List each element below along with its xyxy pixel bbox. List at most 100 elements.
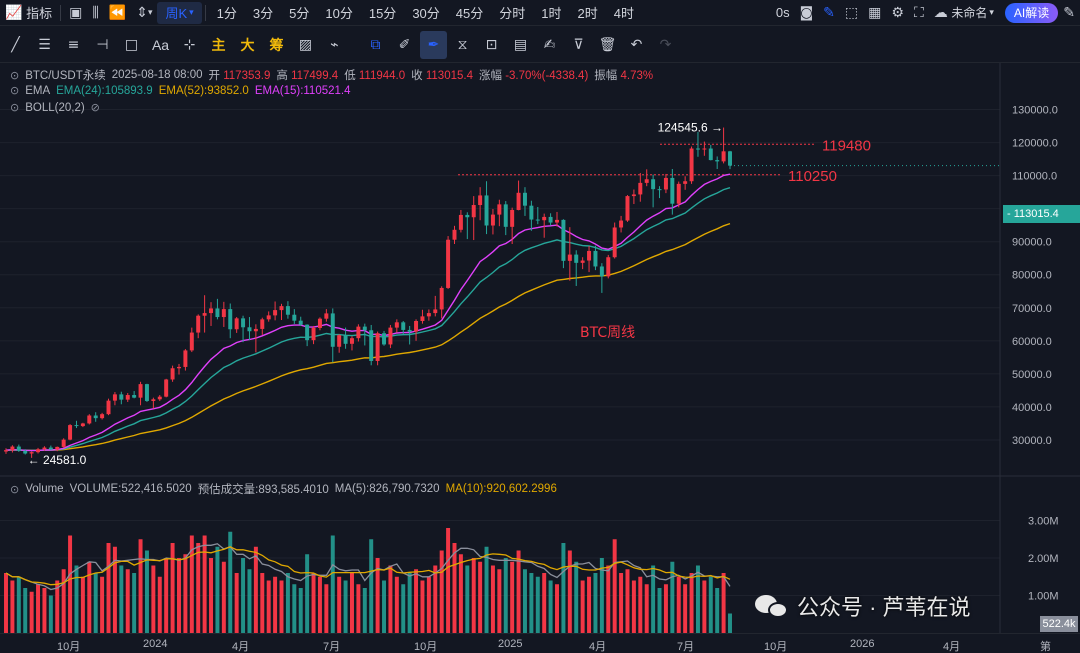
trash-icon: 🗑 (598, 36, 617, 53)
timeframe-option[interactable]: 5分 (289, 6, 310, 21)
screenshot-button[interactable]: ◙ (795, 0, 819, 26)
volume-bar (209, 558, 214, 633)
indicator-toggle-icon[interactable]: ⊙ (10, 101, 20, 114)
time-tick: 7月 (677, 641, 695, 653)
timeframe-option[interactable]: 1时 (541, 6, 562, 21)
measure-tool[interactable]: ⧖ (449, 31, 476, 59)
undo-button[interactable]: ↶ (623, 31, 650, 59)
candle-body (253, 328, 258, 332)
parallel-channel-tool[interactable]: ☰ (31, 31, 58, 59)
candle-body (580, 260, 585, 263)
signal-tool[interactable]: ⌁ (321, 31, 348, 59)
magnet-tool[interactable]: ✒ (420, 30, 447, 59)
timeframe-option[interactable]: 15分 (368, 6, 397, 21)
redo-button[interactable]: ↷ (652, 31, 679, 59)
candle-body (189, 332, 194, 351)
timeframe-option[interactable]: 分时 (499, 6, 526, 21)
countdown: 0s (775, 5, 790, 20)
volume-bar (311, 573, 316, 633)
image-tool[interactable]: ▨ (292, 31, 319, 59)
volume-bar (446, 528, 451, 633)
candle-body (599, 266, 604, 277)
chips-button[interactable]: 筹 (263, 31, 290, 59)
timeframe-option[interactable]: 30分 (412, 6, 440, 21)
indicator-toggle-icon[interactable]: ⊙ (10, 482, 20, 496)
candle-body (273, 310, 278, 316)
timeframe-option[interactable]: 3分 (252, 6, 274, 21)
candle-body (48, 447, 53, 450)
hidden-eye-icon[interactable]: ⊘ (90, 101, 100, 114)
timeframe-option[interactable]: 10分 (325, 6, 353, 21)
calendar-button[interactable]: ▣ (64, 0, 87, 26)
layout-button[interactable]: ▦ (863, 0, 886, 26)
volume-legend: ⊙ Volume VOLUME:522,416.5020 预估成交量:893,5… (10, 481, 557, 497)
main-force-button[interactable]: 主 (205, 31, 232, 59)
chart-area[interactable]: 130000.0120000.0110000.0100000.090000.08… (0, 63, 1080, 633)
collapse-icon[interactable]: ⊙ (10, 68, 20, 82)
popout-button[interactable]: ⬚ (840, 0, 863, 26)
volume-bar (196, 543, 201, 633)
candle-body (144, 384, 149, 401)
timeframe-weekly[interactable]: 周K ▾ (157, 1, 202, 24)
time-axis[interactable]: 10月 2024 4月 7月 10月 2025 4月 7月 10月 2026 4… (0, 633, 1080, 653)
image-icon: ▨ (298, 36, 313, 53)
ruler-tool[interactable]: ✐ (391, 31, 418, 59)
candle-body (426, 313, 431, 317)
volume-bar (426, 576, 431, 633)
chevron-down-icon: ▾ (189, 7, 194, 17)
ema-legend[interactable]: ⊙ EMA EMA(24):105893.9 EMA(52):93852.0 E… (10, 84, 351, 97)
camera-icon: ◙ (799, 4, 814, 21)
volume-bar (420, 580, 425, 633)
candle-body (4, 450, 8, 452)
filter-tool[interactable]: ⊽ (565, 31, 592, 59)
big-order-button[interactable]: 大 (234, 31, 261, 59)
save-layout-button[interactable]: ☁ 未命名 ▾ (929, 0, 999, 26)
text-tool[interactable]: Aa (147, 31, 174, 59)
volume-bar (324, 584, 329, 633)
ai-interpret-button[interactable]: AI解读 (1004, 2, 1059, 23)
timeframe-option[interactable]: 4时 (613, 6, 634, 21)
high-label: 高 (276, 70, 288, 82)
brush-tool[interactable]: ✍ (536, 31, 563, 59)
candle-body (561, 219, 566, 261)
candle-style-button[interactable]: ⫼ (87, 0, 103, 26)
candle-body (183, 350, 188, 367)
trend-line-tool[interactable]: ╱ (2, 31, 29, 59)
candle-body (535, 219, 540, 221)
candle-body (337, 335, 342, 347)
replay-button[interactable]: ⏪ (104, 0, 131, 26)
volume-axis-label: 1.00M (1028, 591, 1059, 603)
volume-bar (695, 565, 700, 633)
candle-body (29, 452, 34, 454)
compare-button[interactable]: ⇕ ▾ (131, 0, 157, 26)
candle-body (471, 205, 476, 218)
rectangle-tool[interactable]: □ (118, 31, 145, 59)
candlestick-chart[interactable]: 130000.0120000.0110000.0100000.090000.08… (0, 63, 1080, 633)
shapes-tool[interactable]: ⊹ (176, 31, 203, 59)
note-tool[interactable]: ▤ (507, 31, 534, 59)
draw-toggle-button[interactable]: ✎ (818, 0, 840, 26)
volume-bar (433, 565, 438, 633)
candle-body (112, 394, 117, 401)
candle-body (382, 333, 387, 345)
lock-tool[interactable]: ⊡ (478, 31, 505, 59)
boll-legend[interactable]: ⊙ BOLL(20,2) ⊘ (10, 101, 100, 114)
fib-tool[interactable]: ≡ (60, 31, 87, 59)
timeframe-option[interactable]: 1分 (216, 6, 237, 21)
timeframe-option[interactable]: 2时 (577, 6, 598, 21)
timeframe-option[interactable]: 45分 (455, 6, 484, 21)
copy-tool[interactable]: ⧉ (362, 31, 389, 59)
horizontal-line-tool[interactable]: ⊣ (89, 31, 116, 59)
close-value: 113015.4 (425, 70, 473, 82)
indicators-button[interactable]: 📈 指标 (0, 0, 57, 26)
volume-bar (112, 546, 117, 633)
volume-bar (317, 576, 322, 633)
indicator-toggle-icon[interactable]: ⊙ (10, 84, 20, 97)
edit-button[interactable]: ✎ (1058, 0, 1080, 26)
candle-body (369, 330, 374, 361)
delete-tool[interactable]: 🗑 (594, 31, 621, 59)
volume-bar (561, 543, 566, 633)
volume-bar (177, 558, 181, 633)
fullscreen-button[interactable]: ⛶ (909, 0, 929, 26)
settings-button[interactable]: ⚙ (886, 0, 909, 26)
